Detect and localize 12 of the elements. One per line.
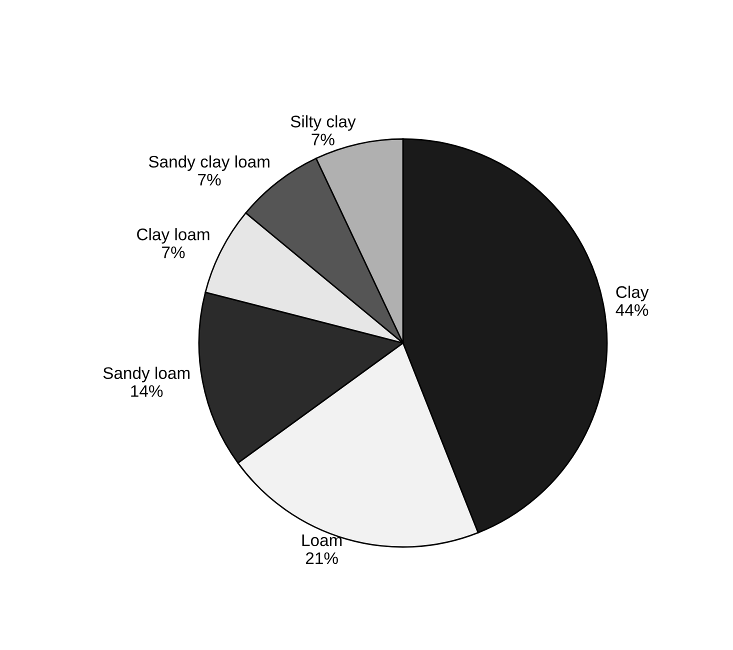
slice-label: Sandy clay loam <box>148 155 270 171</box>
slice-label: Silty clay <box>290 115 356 131</box>
data-label: 14% <box>131 385 163 397</box>
data-label: 7% <box>198 174 221 186</box>
data-label: 44% <box>616 304 648 316</box>
data-label: 7% <box>162 246 185 258</box>
slice-label: Clay loam <box>137 228 210 244</box>
slice-label: Loam <box>302 534 342 546</box>
data-label: 7% <box>312 134 334 146</box>
data-label: 21% <box>306 552 338 564</box>
slice-label: Sandy loam <box>103 366 190 382</box>
slice-label: Clay <box>616 286 649 302</box>
